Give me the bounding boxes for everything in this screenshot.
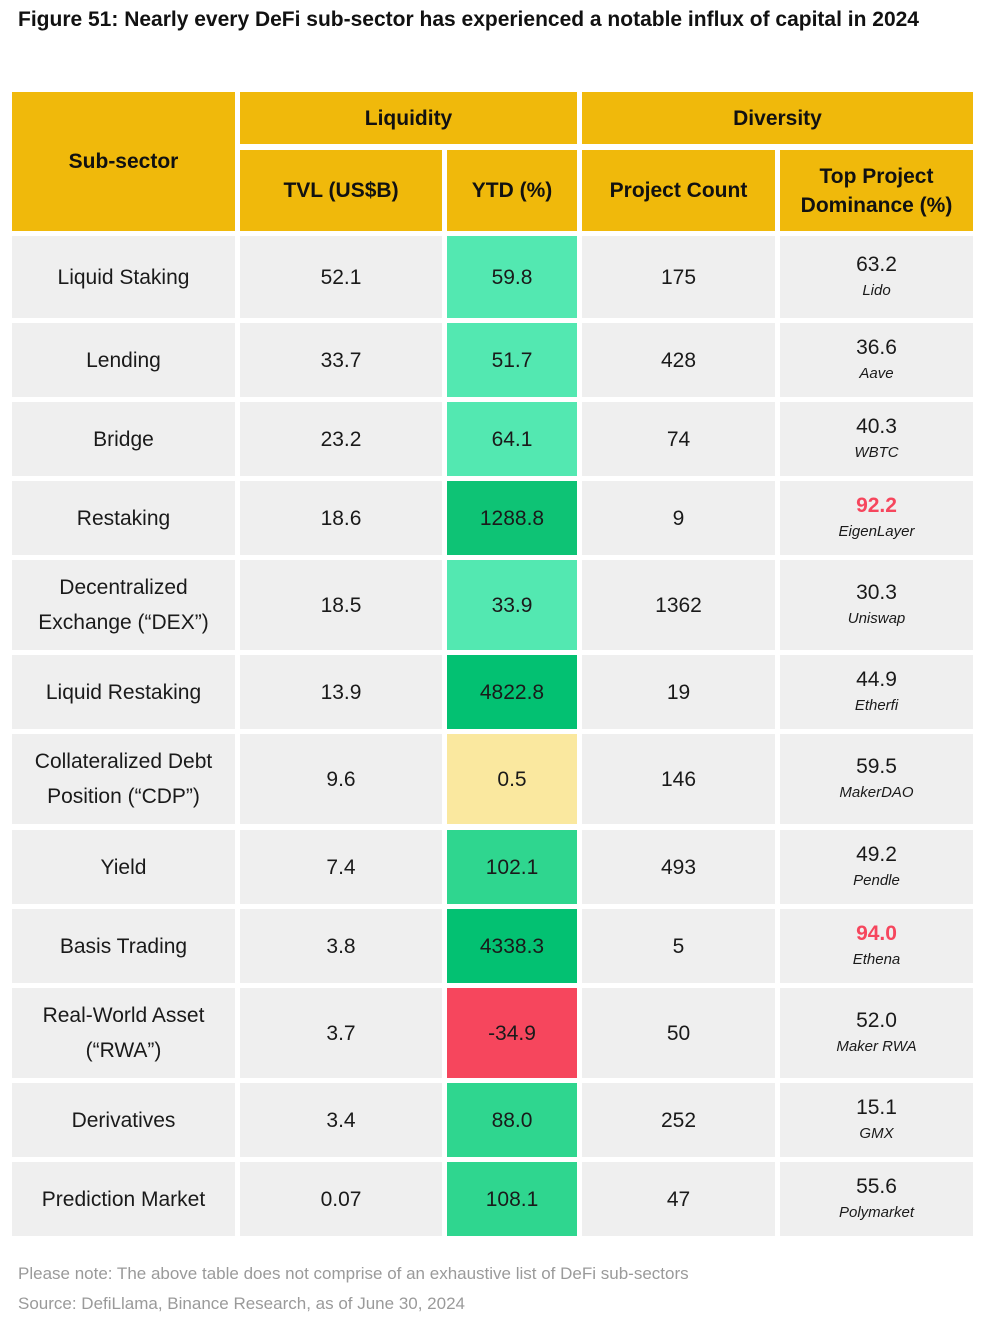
footer-source: Source: DefiLlama, Binance Research, as … [18,1294,465,1313]
table-row-top-project: 30.3 Uniswap [780,560,973,650]
table-row-tvl: 18.6 [240,481,442,555]
table-row-project-count: 5 [582,909,775,983]
table-row-tvl: 23.2 [240,402,442,476]
table-row-ytd: 88.0 [447,1083,577,1157]
table-row-tvl: 33.7 [240,323,442,397]
table-row-top-project: 55.6 Polymarket [780,1162,973,1236]
table-row-subsector: Derivatives [12,1083,235,1157]
table-row-top-project: 52.0 Maker RWA [780,988,973,1078]
dominance-value: 59.5 [856,755,897,778]
table-row-top-project: 94.0 Ethena [780,909,973,983]
table-row-top-project: 36.6 Aave [780,323,973,397]
top-project-name: Lido [862,282,891,299]
table-row-tvl: 3.7 [240,988,442,1078]
table-row-project-count: 47 [582,1162,775,1236]
table-row-project-count: 19 [582,655,775,729]
table-row-subsector: Restaking [12,481,235,555]
header-tvl: TVL (US$B) [240,150,442,231]
table-row-ytd: 4822.8 [447,655,577,729]
dominance-value: 49.2 [856,843,897,866]
top-project-name: Pendle [853,872,900,889]
table-row-tvl: 13.9 [240,655,442,729]
top-project-name: Maker RWA [836,1038,917,1055]
table-row-tvl: 3.8 [240,909,442,983]
top-project-name: Aave [859,365,894,382]
footer-note: Please note: The above table does not co… [18,1264,689,1283]
table-row-top-project: 40.3 WBTC [780,402,973,476]
table-row-project-count: 9 [582,481,775,555]
table-row-top-project: 63.2 Lido [780,236,973,318]
table-row-project-count: 1362 [582,560,775,650]
table-row-ytd: 51.7 [447,323,577,397]
top-project-name: Polymarket [838,1204,915,1221]
header-ytd: YTD (%) [447,150,577,231]
dominance-value: 36.6 [856,336,897,359]
table-row-ytd: 59.8 [447,236,577,318]
dominance-value: 55.6 [856,1175,897,1198]
top-project-name: MakerDAO [839,784,914,801]
top-project-name: Uniswap [847,610,906,627]
table-row-top-project: 49.2 Pendle [780,830,973,904]
header-diversity: Diversity [582,92,973,144]
table-row-top-project: 92.2 EigenLayer [780,481,973,555]
table-row-tvl: 9.6 [240,734,442,824]
top-project-name: WBTC [854,444,899,461]
table-row-subsector: Liquid Staking [12,236,235,318]
dominance-value: 30.3 [856,581,897,604]
dominance-value: 52.0 [856,1009,897,1032]
table-row-subsector: Yield [12,830,235,904]
table-row-subsector: Bridge [12,402,235,476]
table-row-subsector: Basis Trading [12,909,235,983]
table-row-subsector: Lending [12,323,235,397]
top-project-name: Etherfi [854,697,899,714]
dominance-value: 40.3 [856,415,897,438]
table-row-tvl: 0.07 [240,1162,442,1236]
table-row-ytd: 108.1 [447,1162,577,1236]
table-row-project-count: 428 [582,323,775,397]
table-row-project-count: 50 [582,988,775,1078]
header-project-count: Project Count [582,150,775,231]
dominance-value: 94.0 [856,922,897,945]
table-row-tvl: 52.1 [240,236,442,318]
table-row-subsector: Decentralized Exchange (“DEX”) [12,560,235,650]
table-row-project-count: 252 [582,1083,775,1157]
table-row-top-project: 44.9 Etherfi [780,655,973,729]
table-row-top-project: 59.5 MakerDAO [780,734,973,824]
table-row-project-count: 74 [582,402,775,476]
table-row-ytd: -34.9 [447,988,577,1078]
table-row-ytd: 64.1 [447,402,577,476]
dominance-value: 15.1 [856,1096,897,1119]
table-row-project-count: 493 [582,830,775,904]
top-project-name: GMX [859,1125,894,1142]
table-row-subsector: Liquid Restaking [12,655,235,729]
table-row-ytd: 4338.3 [447,909,577,983]
table-row-ytd: 33.9 [447,560,577,650]
table-row-ytd: 0.5 [447,734,577,824]
table-row-tvl: 3.4 [240,1083,442,1157]
dominance-value: 44.9 [856,668,897,691]
header-top-project-dominance: Top Project Dominance (%) [780,150,973,231]
table-row-subsector: Prediction Market [12,1162,235,1236]
table-row-subsector: Real-World Asset (“RWA”) [12,988,235,1078]
table-row-top-project: 15.1 GMX [780,1083,973,1157]
table-row-ytd: 102.1 [447,830,577,904]
table-row-ytd: 1288.8 [447,481,577,555]
header-liquidity: Liquidity [240,92,577,144]
table-row-subsector: Collateralized Debt Position (“CDP”) [12,734,235,824]
table-row-project-count: 146 [582,734,775,824]
table-row-tvl: 7.4 [240,830,442,904]
table-row-project-count: 175 [582,236,775,318]
top-project-name: Ethena [852,951,901,968]
header-subsector: Sub-sector [12,92,235,231]
table-row-tvl: 18.5 [240,560,442,650]
dominance-value: 92.2 [856,494,897,517]
dominance-value: 63.2 [856,253,897,276]
figure-title: Figure 51: Nearly every DeFi sub-sector … [18,8,919,31]
top-project-name: EigenLayer [838,523,915,540]
